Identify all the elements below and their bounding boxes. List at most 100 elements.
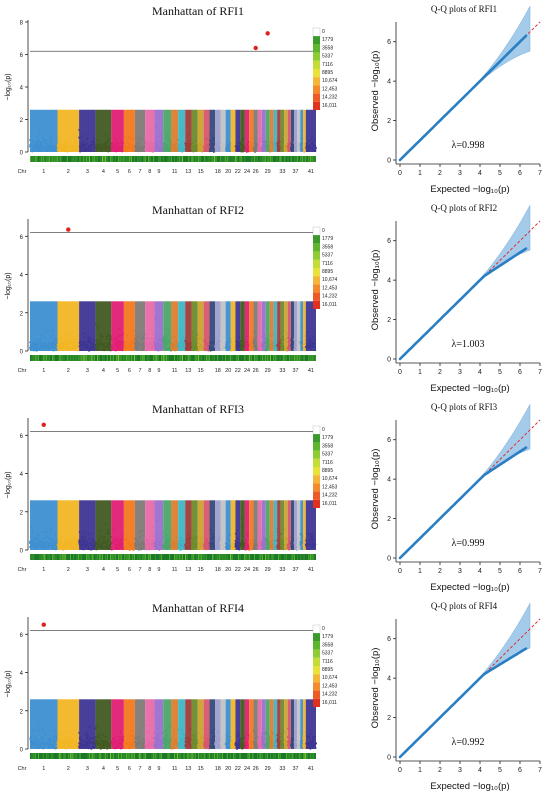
chr-points-17 [209, 528, 216, 550]
density-cell [132, 753, 134, 759]
chr-band-12 [178, 699, 186, 749]
chr-points-29 [264, 730, 271, 748]
density-cell [268, 355, 270, 361]
density-cell [231, 554, 233, 560]
chr-tick-label: 8 [148, 368, 151, 374]
chr-points-5 [110, 328, 125, 352]
density-cell [70, 753, 71, 759]
density-cell [228, 355, 230, 361]
qq-x-tick-label: 0 [398, 568, 402, 575]
chr-tick-label: 8 [148, 567, 151, 573]
chr-tick-label: 11 [172, 169, 178, 175]
density-cell [49, 554, 51, 560]
chr-points-18 [214, 536, 222, 550]
chr-points-14 [190, 529, 198, 550]
chr-points-16 [202, 538, 211, 551]
chr-band-16 [203, 500, 210, 550]
qq-title: Q-Q plots of RFI1 [431, 4, 497, 14]
chr-band-24 [244, 500, 250, 550]
density-cell [145, 753, 147, 759]
qq-ylabel: Observed −log₁₀(p) [370, 648, 381, 729]
density-cell [124, 156, 126, 162]
chr-band-19 [220, 500, 226, 550]
chr-points-10 [162, 725, 173, 750]
density-cell [46, 753, 47, 759]
density-cell [175, 554, 177, 560]
chr-points-11 [170, 529, 179, 550]
chr-band-33 [280, 301, 285, 351]
density-cell [194, 753, 196, 759]
density-cell [127, 355, 129, 361]
chr-points-24 [244, 532, 250, 551]
chr-band-20 [225, 301, 231, 351]
density-cell [161, 355, 163, 361]
density-cell [42, 753, 44, 759]
chr-points-7 [134, 529, 147, 551]
density-cell [286, 355, 287, 361]
chr-band-10 [163, 500, 172, 550]
chr-points-26 [252, 729, 259, 749]
density-cell [279, 554, 281, 560]
density-cell [63, 554, 65, 560]
chr-points-41 [304, 331, 317, 351]
density-cell [284, 554, 286, 560]
density-cell [114, 554, 116, 560]
chr-points-20 [224, 337, 232, 351]
density-cell [154, 355, 156, 361]
density-cell [57, 156, 59, 162]
chr-band-28 [261, 301, 266, 351]
density-cell [118, 355, 119, 361]
qq-x-tick-label: 2 [438, 369, 442, 376]
density-cell [132, 355, 134, 361]
density-cell [42, 156, 44, 162]
chr-points-17 [208, 341, 216, 352]
chr-band-30 [269, 699, 274, 749]
chr-tick-label: 24 [244, 169, 250, 175]
density-cell [73, 355, 75, 361]
qq-title: Q-Q plots of RFI3 [431, 402, 498, 412]
chr-points-25 [248, 538, 255, 551]
density-legend-swatch [313, 292, 320, 301]
qq-x-tick-label: 0 [398, 170, 402, 177]
chr-points-14 [190, 331, 199, 352]
qq-y-tick-label: 6 [387, 39, 391, 46]
density-cell [247, 355, 249, 361]
qq-y-tick-label: 0 [387, 357, 391, 364]
density-cell [90, 753, 92, 759]
chr-points-24 [244, 335, 250, 351]
density-cell [33, 554, 35, 560]
density-legend-label: 16,011 [322, 501, 337, 507]
y-tick-label: 0 [20, 549, 24, 555]
chr-band-18 [215, 109, 221, 152]
chr-points-11 [170, 335, 180, 352]
chr-tick-label: 3 [86, 567, 89, 573]
density-legend-swatch [312, 624, 321, 634]
density-cell [252, 753, 254, 759]
density-cell [34, 753, 36, 759]
density-cell [300, 753, 302, 759]
density-cell [228, 156, 230, 162]
chr-points-4 [94, 522, 113, 551]
chr-tick-label: 29 [265, 368, 271, 374]
chr-points-9 [153, 520, 165, 551]
chr-band-19 [220, 699, 226, 749]
density-cell [121, 156, 123, 162]
density-cell [169, 753, 171, 759]
density-cell [178, 554, 180, 560]
chr-band-26 [253, 301, 258, 351]
chr-points-41 [304, 531, 317, 550]
density-cell [279, 156, 281, 162]
chr-band-31 [273, 109, 278, 152]
chr-band-17 [209, 500, 216, 550]
chr-band-32 [277, 301, 281, 351]
chr-points-31 [273, 733, 279, 748]
density-cell [164, 355, 166, 361]
density-cell [46, 156, 47, 162]
chr-tick-label: 7 [138, 169, 141, 175]
density-cell [167, 355, 169, 361]
density-cell [65, 753, 67, 759]
density-cell [76, 753, 78, 759]
qq-x-tick-label: 2 [438, 568, 442, 575]
density-cell [231, 156, 233, 162]
density-legend-label: 5337 [322, 651, 333, 657]
